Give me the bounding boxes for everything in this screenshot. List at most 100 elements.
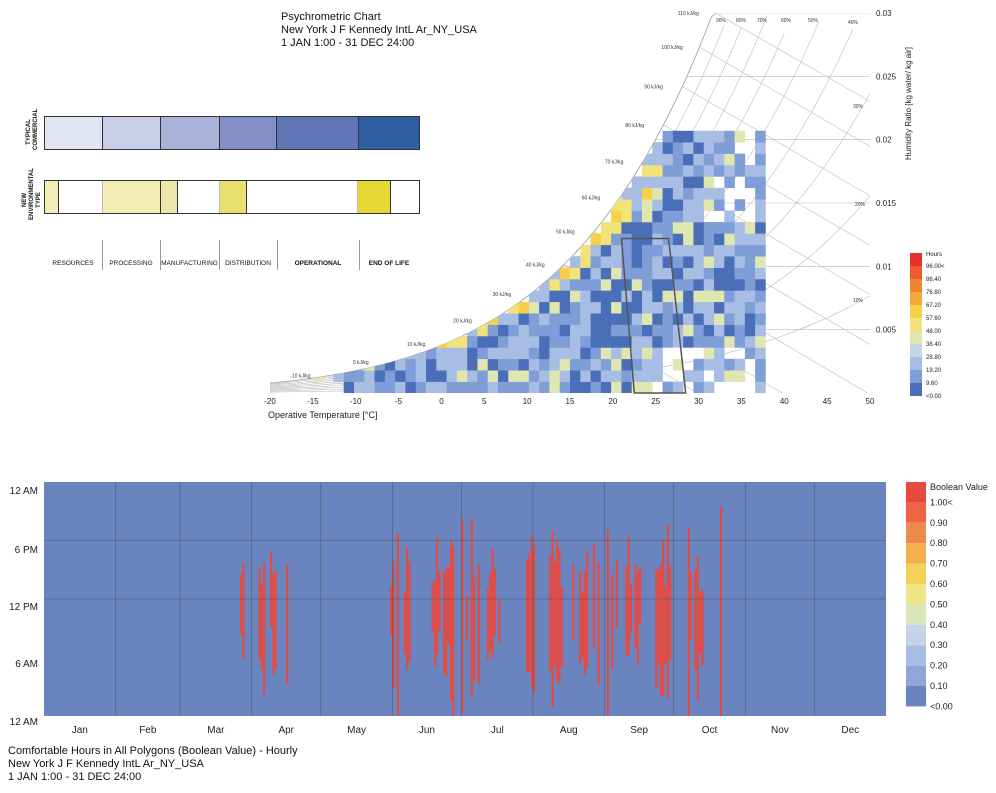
psychro-cell xyxy=(508,301,519,314)
psychro-cell xyxy=(642,256,653,268)
psychro-cell xyxy=(518,301,530,314)
enthalpy-line xyxy=(682,86,870,393)
psychro-cell xyxy=(703,324,715,337)
comfort-hour-mark xyxy=(286,564,289,685)
psychro-cell xyxy=(734,301,746,314)
psychro-cell xyxy=(662,142,674,154)
stage-comparison-table: TYPICAL COMMERCIAL NEW ENVIRONMENTAL TYP… xyxy=(20,108,430,278)
stage-segment xyxy=(219,181,248,213)
enthalpy-line xyxy=(699,46,870,393)
psychro-cell xyxy=(590,381,602,393)
comfort-hour-mark xyxy=(579,571,582,664)
psychro-cell xyxy=(621,381,633,393)
psychro-cell xyxy=(652,313,663,325)
psychro-cell xyxy=(662,336,674,348)
psychro-cell xyxy=(703,301,715,314)
psychro-cell xyxy=(436,358,447,371)
psychro-cell xyxy=(642,301,653,314)
x-tick-label: 10 xyxy=(523,397,532,406)
heatmap-legend-label: <0.00 xyxy=(930,701,953,711)
comfort-hour-mark xyxy=(699,591,702,654)
comfort-hour-mark xyxy=(558,548,561,683)
psychro-cell xyxy=(755,381,766,393)
month-tick-label: Feb xyxy=(139,725,157,736)
heatmap-location: New York J F Kennedy IntL Ar_NY_USA xyxy=(8,758,204,770)
month-tick-label: Mar xyxy=(207,725,225,736)
psychro-cell xyxy=(714,256,725,268)
psychro-cell xyxy=(549,370,561,382)
stage-operational: OPERATIONAL xyxy=(294,260,342,267)
comfort-hour-mark xyxy=(669,566,672,660)
psychro-cell xyxy=(652,290,663,303)
enthalpy-label: 90 kJ/kg xyxy=(644,84,663,90)
comfort-hour-mark xyxy=(408,561,411,662)
psychro-cell xyxy=(611,244,622,257)
psychro-cell xyxy=(755,244,766,257)
stage-manufacturing: MANUFACTURING xyxy=(161,260,218,267)
psychro-cell xyxy=(744,222,756,234)
psychro-cell xyxy=(755,199,766,211)
psychro-cell xyxy=(662,290,674,303)
psychro-cell xyxy=(600,370,612,382)
psychro-cell xyxy=(744,301,756,314)
psychro-cell xyxy=(590,267,602,280)
psychrometric-chart: 0.005 0.01 0.015 0.02 0.025 0.03 -20 -15 -10 -5 0 5… xyxy=(264,9,945,420)
enthalpy-label: 0 kJ/kg xyxy=(353,360,369,366)
psychro-cell xyxy=(631,301,643,314)
psychro-cell xyxy=(611,279,622,291)
psychro-cell xyxy=(672,233,684,246)
psychro-legend-label: 9.60 xyxy=(926,381,938,387)
psychro-cell xyxy=(631,176,643,189)
psychro-cell xyxy=(652,347,663,360)
psychro-cell xyxy=(590,358,602,371)
psychro-cell xyxy=(642,244,653,257)
new-environmental-bar xyxy=(44,180,420,214)
psychro-cell xyxy=(590,244,602,257)
comfort-hour-mark xyxy=(431,582,434,633)
comfort-hour-mark xyxy=(606,530,609,716)
psychro-cell xyxy=(395,358,406,371)
psychro-cell xyxy=(734,244,746,257)
psychro-cell xyxy=(487,347,499,360)
psychro-cell xyxy=(714,324,725,337)
comfort-hour-mark xyxy=(390,586,393,636)
comfort-hour-mark xyxy=(450,540,453,701)
rh-label: 50% xyxy=(808,18,819,24)
comfort-hour-mark xyxy=(486,588,489,660)
psychro-cell xyxy=(672,256,684,268)
psychro-cell xyxy=(662,279,674,291)
comfort-hour-mark xyxy=(687,528,690,716)
psychro-cell xyxy=(724,142,735,154)
psychro-cell xyxy=(518,313,530,325)
comfort-hour-mark xyxy=(616,559,619,629)
psychro-cell xyxy=(600,313,612,325)
psychro-cell xyxy=(703,176,715,189)
psychro-cell xyxy=(570,301,581,314)
psychro-cell xyxy=(611,381,622,393)
comfort-hour-mark xyxy=(493,568,496,635)
heatmap-period: 1 JAN 1:00 - 31 DEC 24:00 xyxy=(8,771,142,783)
psychro-cell xyxy=(714,130,725,143)
psychro-cell xyxy=(508,313,519,325)
psychro-cell xyxy=(703,153,715,166)
psychro-cell xyxy=(662,187,674,200)
psychro-cell xyxy=(724,222,735,234)
psychro-cell xyxy=(570,267,581,280)
psychro-cell xyxy=(539,370,550,382)
psychro-cell xyxy=(652,187,663,200)
psychro-cell xyxy=(580,358,591,371)
psychro-cell xyxy=(580,301,591,314)
psychro-cell xyxy=(621,233,633,246)
psychro-cell xyxy=(590,370,602,382)
psychro-legend-swatch xyxy=(910,253,922,266)
psychro-cell xyxy=(693,210,705,223)
comfort-hour-mark xyxy=(655,568,658,689)
y-tick-label: 0.01 xyxy=(876,262,892,271)
psychro-cell xyxy=(714,347,725,360)
psychro-cell xyxy=(528,313,540,325)
psychro-cell xyxy=(590,279,602,291)
y-tick-label: 0.03 xyxy=(876,9,892,18)
psychro-cell xyxy=(477,324,489,337)
psychro-cell xyxy=(539,313,550,325)
enthalpy-label: 30 kJ/kg xyxy=(493,292,512,298)
